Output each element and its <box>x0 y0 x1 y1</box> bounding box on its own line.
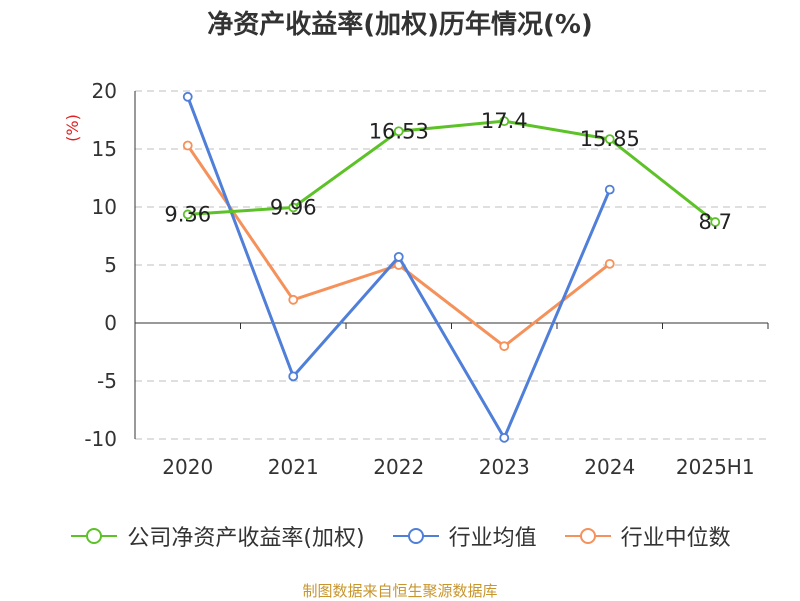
x-tick-label: 2025H1 <box>676 455 755 479</box>
data-point <box>182 91 193 102</box>
x-tick-label: 2022 <box>373 455 424 479</box>
data-point <box>604 258 615 269</box>
series-line-2 <box>186 144 611 348</box>
x-tick-label: 2020 <box>162 455 213 479</box>
series-line-0 <box>187 119 717 224</box>
data-point <box>288 371 299 382</box>
data-label: 15.85 <box>580 127 640 151</box>
y-tick-label: 10 <box>92 195 117 219</box>
data-point <box>710 217 721 227</box>
y-tick-label: -5 <box>97 369 117 393</box>
data-point <box>288 294 299 305</box>
data-point <box>604 184 615 195</box>
legend: 公司净资产收益率(加权) 行业均值 行业中位数 <box>0 520 800 552</box>
legend-label-industry-mean: 行业均值 <box>448 526 537 551</box>
legend-label-company-roe: 公司净资产收益率(加权) <box>127 526 365 551</box>
data-label: 16.53 <box>369 119 429 143</box>
data-point <box>288 202 299 213</box>
legend-item-company-roe[interactable]: 公司净资产收益率(加权) <box>69 520 365 552</box>
legend-marker-industry-mean <box>392 528 439 544</box>
data-point <box>182 209 193 220</box>
y-tick-label: 15 <box>92 137 117 161</box>
data-label: 9.36 <box>164 202 211 226</box>
data-label: 8.7 <box>699 210 732 234</box>
x-tick-label: 2023 <box>479 455 530 479</box>
legend-label-industry-median: 行业中位数 <box>620 526 731 551</box>
data-point <box>499 341 510 352</box>
data-point <box>182 140 193 151</box>
data-point <box>393 126 404 137</box>
legend-item-industry-median[interactable]: 行业中位数 <box>563 520 731 552</box>
legend-marker-industry-median <box>564 528 611 544</box>
data-point <box>499 116 510 127</box>
x-tick-label: 2021 <box>268 455 319 479</box>
chart-title: 净资产收益率(加权)历年情况(%) <box>207 10 593 40</box>
data-point <box>393 251 404 262</box>
y-tick-label: 20 <box>92 79 117 103</box>
data-label: 17.4 <box>481 109 528 133</box>
legend-item-industry-mean[interactable]: 行业均值 <box>391 520 537 552</box>
y-tick-label: 5 <box>104 253 117 277</box>
y-axis-label: (%) <box>63 114 82 142</box>
data-label: 9.96 <box>270 195 317 219</box>
data-point <box>499 432 510 443</box>
y-tick-label: -10 <box>84 427 117 451</box>
data-source-note: 制图数据来自恒生聚源数据库 <box>302 582 498 600</box>
y-tick-label: 0 <box>104 311 117 335</box>
x-tick-label: 2024 <box>584 455 635 479</box>
legend-marker-company-roe <box>71 528 118 544</box>
data-point <box>604 134 615 145</box>
